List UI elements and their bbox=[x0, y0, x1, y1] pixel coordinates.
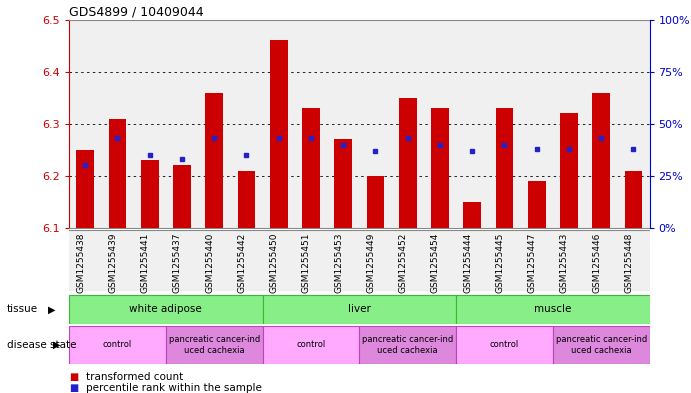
Bar bbox=[495, 108, 513, 228]
Text: liver: liver bbox=[348, 305, 371, 314]
Text: muscle: muscle bbox=[534, 305, 571, 314]
Text: pancreatic cancer-ind
uced cachexia: pancreatic cancer-ind uced cachexia bbox=[169, 335, 260, 354]
Bar bbox=[456, 295, 650, 324]
Text: GSM1255446: GSM1255446 bbox=[592, 233, 601, 293]
Bar bbox=[141, 160, 158, 228]
Bar bbox=[302, 108, 320, 228]
Bar bbox=[269, 40, 287, 228]
Bar bbox=[431, 108, 448, 228]
Text: GSM1255440: GSM1255440 bbox=[205, 233, 214, 293]
Bar bbox=[263, 295, 456, 324]
Text: pancreatic cancer-ind
uced cachexia: pancreatic cancer-ind uced cachexia bbox=[362, 335, 453, 354]
Bar bbox=[463, 202, 481, 228]
Bar bbox=[528, 181, 545, 228]
Bar bbox=[205, 92, 223, 228]
Bar bbox=[424, 230, 456, 291]
Bar bbox=[230, 230, 263, 291]
Bar bbox=[520, 230, 553, 291]
Bar bbox=[327, 230, 359, 291]
Bar bbox=[133, 230, 166, 291]
Text: control: control bbox=[490, 340, 519, 349]
Text: GSM1255444: GSM1255444 bbox=[463, 233, 472, 293]
Text: disease state: disease state bbox=[7, 340, 77, 350]
Text: GSM1255453: GSM1255453 bbox=[334, 233, 343, 294]
Text: white adipose: white adipose bbox=[129, 305, 202, 314]
Bar bbox=[69, 230, 102, 291]
Bar bbox=[553, 230, 585, 291]
Bar bbox=[166, 326, 263, 364]
Text: GSM1255448: GSM1255448 bbox=[625, 233, 634, 293]
Bar bbox=[625, 171, 642, 228]
Bar bbox=[392, 230, 424, 291]
Text: pancreatic cancer-ind
uced cachexia: pancreatic cancer-ind uced cachexia bbox=[556, 335, 647, 354]
Bar bbox=[295, 230, 327, 291]
Text: ■: ■ bbox=[69, 383, 78, 393]
Bar bbox=[108, 119, 126, 228]
Bar bbox=[617, 230, 650, 291]
Text: ▶: ▶ bbox=[48, 305, 55, 314]
Bar bbox=[198, 230, 230, 291]
Text: ■: ■ bbox=[69, 372, 78, 382]
Text: tissue: tissue bbox=[7, 305, 38, 314]
Bar bbox=[69, 326, 166, 364]
Text: GSM1255437: GSM1255437 bbox=[173, 233, 182, 294]
Bar bbox=[166, 230, 198, 291]
Text: GSM1255439: GSM1255439 bbox=[108, 233, 117, 294]
Bar bbox=[456, 230, 489, 291]
Bar bbox=[366, 176, 384, 228]
Text: GSM1255445: GSM1255445 bbox=[495, 233, 504, 293]
Bar bbox=[76, 150, 94, 228]
Bar bbox=[263, 230, 295, 291]
Bar bbox=[560, 113, 578, 228]
Text: GSM1255438: GSM1255438 bbox=[76, 233, 85, 294]
Text: control: control bbox=[296, 340, 325, 349]
Text: control: control bbox=[103, 340, 132, 349]
Bar bbox=[238, 171, 255, 228]
Bar bbox=[334, 140, 352, 228]
Text: ▶: ▶ bbox=[53, 340, 60, 350]
Text: GSM1255454: GSM1255454 bbox=[431, 233, 440, 293]
Bar bbox=[592, 92, 610, 228]
Text: GSM1255442: GSM1255442 bbox=[238, 233, 247, 293]
Bar bbox=[359, 326, 456, 364]
Text: GSM1255443: GSM1255443 bbox=[560, 233, 569, 293]
Text: GSM1255441: GSM1255441 bbox=[141, 233, 150, 293]
Text: GSM1255451: GSM1255451 bbox=[302, 233, 311, 294]
Text: GDS4899 / 10409044: GDS4899 / 10409044 bbox=[69, 6, 204, 18]
Bar bbox=[456, 326, 553, 364]
Bar bbox=[585, 230, 617, 291]
Bar bbox=[102, 230, 133, 291]
Text: percentile rank within the sample: percentile rank within the sample bbox=[86, 383, 263, 393]
Bar bbox=[263, 326, 359, 364]
Bar bbox=[69, 295, 263, 324]
Text: GSM1255449: GSM1255449 bbox=[366, 233, 375, 293]
Bar bbox=[359, 230, 392, 291]
Text: transformed count: transformed count bbox=[86, 372, 184, 382]
Bar bbox=[173, 165, 191, 228]
Bar bbox=[553, 326, 650, 364]
Text: GSM1255452: GSM1255452 bbox=[399, 233, 408, 293]
Text: GSM1255450: GSM1255450 bbox=[269, 233, 278, 294]
Bar bbox=[489, 230, 520, 291]
Text: GSM1255447: GSM1255447 bbox=[528, 233, 537, 293]
Bar bbox=[399, 98, 417, 228]
